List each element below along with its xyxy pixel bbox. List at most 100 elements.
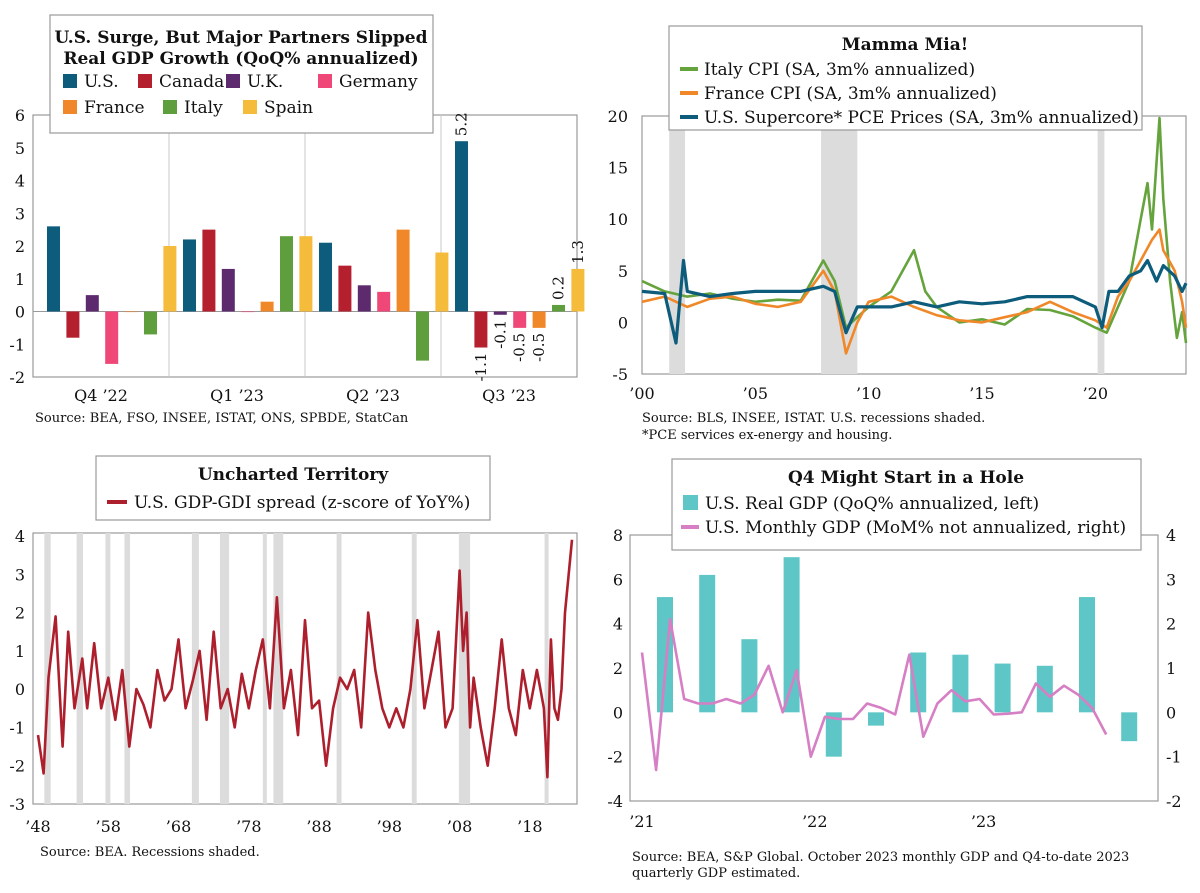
p1-data-label: -0.5 [530, 333, 548, 362]
panel-uncharted-territory: 4 3 2 1 0 -1 -2 -3 ’48 ’58 ’68 ’78 ’88 ’98 ’08 ’18 Unc… [9, 455, 578, 860]
p1-legend-label: Germany [339, 72, 418, 92]
p4-y-left-tick-label: 0 [613, 703, 623, 722]
p1-bar-canada [338, 265, 352, 312]
p4-legend-frame [671, 458, 1142, 551]
p4-y-right-tick-label: 0 [1166, 703, 1176, 722]
p1-x-axis: Q4 ’22 Q1 ’23 Q2 ’23 Q3 ’23 [74, 386, 536, 405]
p1-legend-swatch [138, 74, 152, 88]
p1-bar-germany [513, 311, 527, 328]
p2-source-line2: *PCE services ex-energy and housing. [642, 428, 892, 443]
p4-y-left-tick-label: 2 [613, 659, 623, 678]
p4-bar-real-gdp [1036, 665, 1053, 713]
p1-bar-spain [435, 252, 449, 312]
p1-legend-label: U.K. [247, 72, 283, 92]
p3-recession-band [411, 533, 417, 804]
p3-recession-band [336, 533, 342, 804]
p4-y-right-tick-label: -2 [1166, 792, 1182, 811]
p4-bar-real-gdp [1079, 597, 1095, 713]
p3-y-axis: 4 3 2 1 0 -1 -2 -3 [9, 527, 25, 814]
p1-y-tick-label: 2 [15, 237, 25, 256]
p2-y-tick-label: -5 [612, 365, 628, 384]
p3-y-tick-label: -3 [9, 795, 25, 814]
p4-y-right-tick-label: 2 [1166, 615, 1176, 634]
p1-y-tick-label: -1 [9, 335, 25, 354]
p1-bar-us [183, 239, 196, 312]
p2-series-line-us_supercore [641, 258, 1188, 345]
p1-bar-uk [493, 311, 507, 315]
p4-series-lines [640, 617, 1108, 772]
p1-legend-swatch [63, 100, 77, 114]
p1-bar-uk [221, 268, 235, 312]
p1-data-label: 1.3 [569, 240, 587, 264]
p3-x-tick-label: ’88 [306, 817, 331, 836]
p1-legend-label: Italy [184, 98, 223, 118]
p3-legend-box: Uncharted Territory U.S. GDP-GDI spread … [95, 455, 491, 521]
p4-legend: U.S. Real GDP (QoQ% annualized, left) U.S… [681, 494, 1126, 538]
p3-x-tick-label: ’08 [447, 817, 472, 836]
p1-y-axis: 6 5 4 3 2 1 0 -1 -2 [9, 106, 25, 387]
p1-legend-swatch [318, 74, 332, 88]
p1-x-tick-label: Q3 ’23 [482, 386, 536, 405]
p1-data-label: 5.2 [453, 112, 471, 136]
p2-y-tick-label: 20 [608, 107, 628, 126]
p3-y-tick-label: -1 [9, 718, 25, 737]
p2-x-tick-label: ’00 [629, 384, 654, 403]
p1-title-line2: Real GDP Growth (QoQ% annualized) [63, 49, 418, 69]
p1-bar-france [396, 229, 410, 312]
p4-bar-real-gdp [868, 712, 884, 726]
p2-legend: Italy CPI (SA, 3m% annualized) France CPI… [680, 60, 1139, 128]
p1-bars [47, 141, 585, 364]
p3-recession-band [273, 533, 284, 804]
p4-y-left-tick-label: 6 [613, 570, 623, 589]
p1-bar-uk [85, 295, 99, 312]
p3-plot-frame [32, 532, 578, 805]
p2-x-tick-label: ’15 [969, 384, 994, 403]
p2-recession-band [821, 116, 858, 374]
p3-recession-band [219, 533, 230, 804]
p1-legend-swatch [226, 74, 240, 88]
p3-recession-band [458, 533, 471, 804]
p4-y-left-tick-label: 4 [613, 615, 623, 634]
p4-legend-label: U.S. Monthly GDP (MoM% not annualized, r… [705, 518, 1126, 538]
p3-recession-band [44, 533, 51, 804]
p4-legend-swatch-bar [683, 495, 698, 510]
p2-source-line1: Source: BLS, INSEE, ISTAT. U.S. recessio… [642, 411, 985, 426]
p1-bar-canada [202, 229, 216, 312]
p3-x-tick-label: ’18 [517, 817, 542, 836]
p2-x-axis: ’00 ’05 ’10 ’15 ’20 [629, 384, 1108, 403]
p3-x-tick-label: ’78 [236, 817, 261, 836]
p3-legend: U.S. GDP-GDI spread (z-score of YoY%) [107, 493, 470, 513]
p1-x-tick-label: Q2 ’23 [346, 386, 400, 405]
p2-x-tick-label: ’10 [856, 384, 881, 403]
p2-legend-label: U.S. Supercore* PCE Prices (SA, 3m% annu… [704, 108, 1139, 128]
p1-bar-france [260, 301, 274, 312]
p1-bar-spain [163, 246, 177, 312]
p1-legend-swatch [63, 74, 77, 88]
p2-recession-bands [669, 116, 1105, 374]
p1-data-label: -0.5 [511, 333, 529, 362]
p1-bar-italy [280, 236, 293, 312]
p3-recession-band [105, 533, 111, 804]
p1-legend-label: Canada [159, 72, 224, 92]
p1-legend-swatch [163, 100, 177, 114]
panel-q4-hole: 8 6 4 2 0 -2 -4 4 3 2 1 0 -1 -2 ’21 ’22 ’23 Q4 Might St… [607, 458, 1182, 881]
p2-x-tick-label: ’05 [743, 384, 768, 403]
p3-x-tick-label: ’48 [25, 817, 50, 836]
p2-y-axis: 20 15 10 5 0 -5 [608, 107, 628, 384]
p3-y-tick-label: 4 [15, 527, 25, 546]
p3-source: Source: BEA. Recessions shaded. [40, 845, 260, 860]
p3-legend-frame [95, 455, 491, 521]
p2-title: Mamma Mia! [842, 35, 969, 55]
p3-x-tick-label: ’68 [166, 817, 191, 836]
p2-legend-label: Italy CPI (SA, 3m% annualized) [704, 60, 975, 80]
p1-bar-canada [474, 311, 488, 348]
p1-title-line1: U.S. Surge, But Major Partners Slipped [55, 28, 428, 48]
p2-x-tick-label: ’20 [1083, 384, 1108, 403]
p2-recession-band [669, 116, 686, 374]
p1-data-labels: 5.2-1.1-0.1 -0.5 -0.50.21.3 [453, 112, 587, 381]
p2-y-tick-label: 10 [608, 210, 628, 229]
p2-y-tick-label: 15 [608, 159, 628, 178]
p1-bar-france [124, 311, 138, 313]
p2-series-lines [641, 116, 1188, 355]
p1-bar-spain [571, 268, 585, 312]
